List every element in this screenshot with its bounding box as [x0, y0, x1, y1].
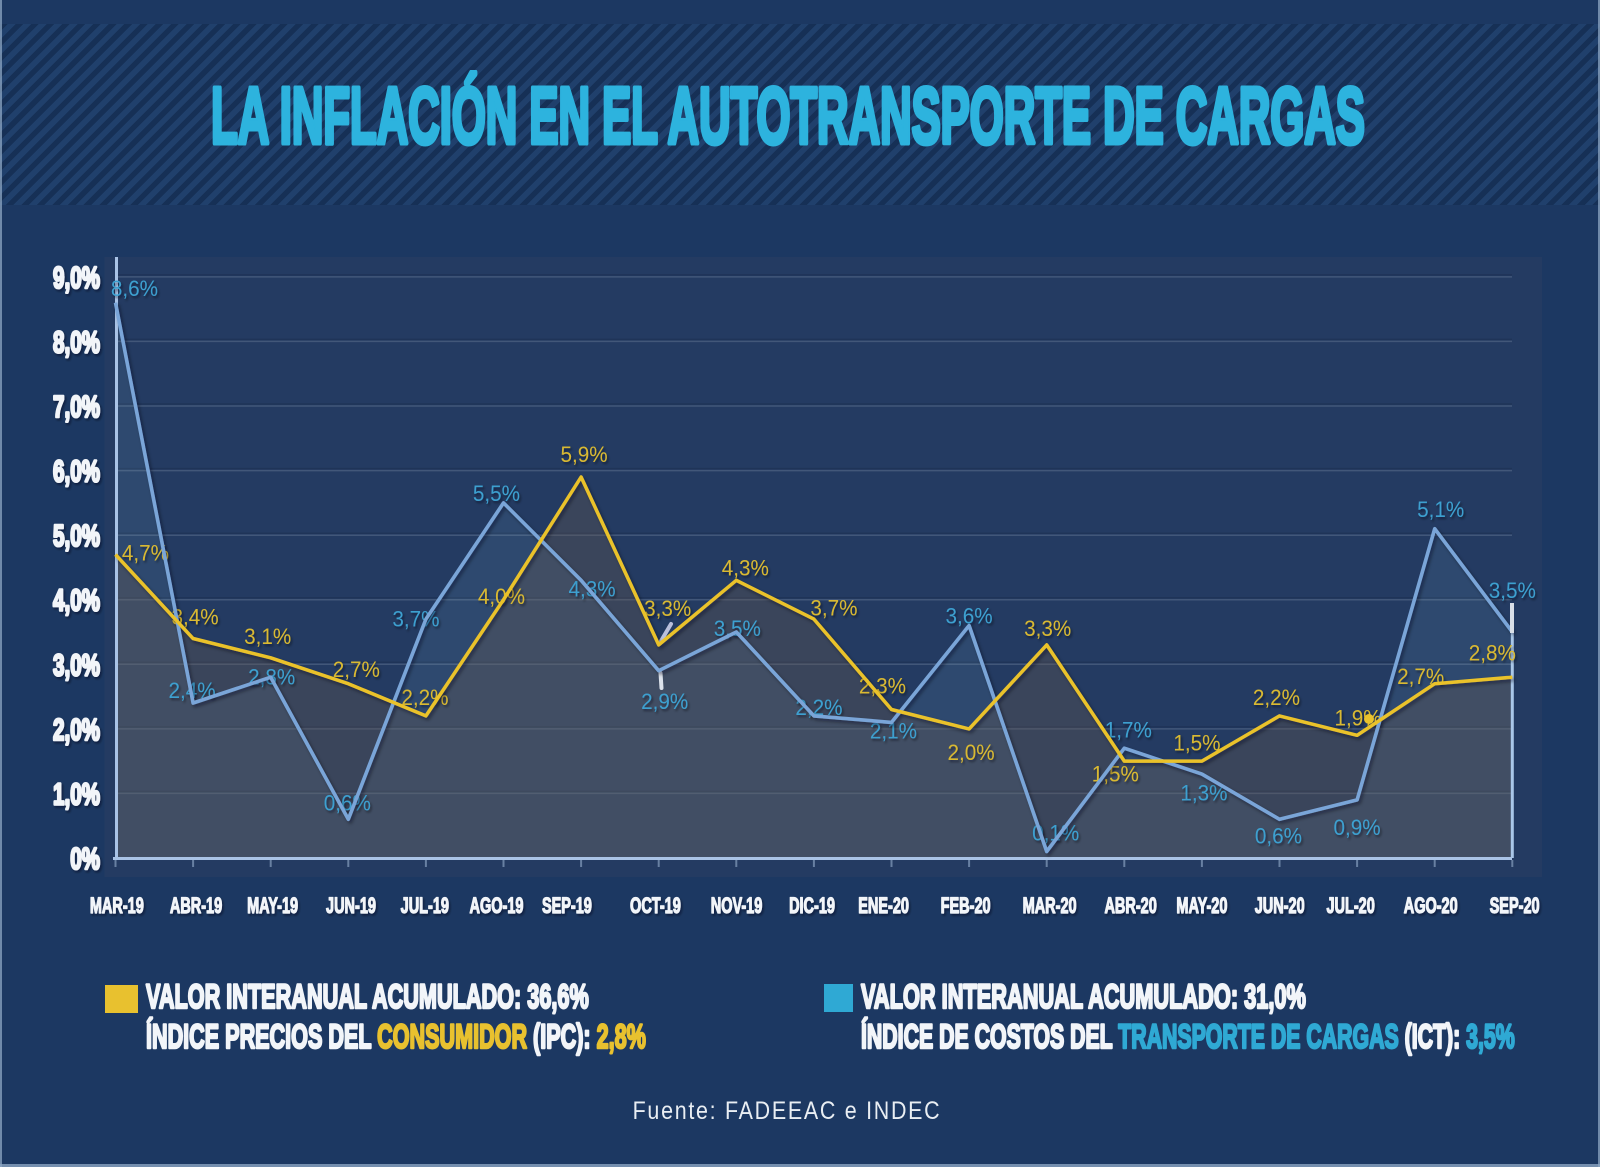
- svg-text:ENE-20: ENE-20: [858, 894, 909, 919]
- svg-text:DIC-19: DIC-19: [789, 894, 835, 919]
- svg-text:JUL-19: JUL-19: [401, 894, 449, 919]
- svg-text:0,6%: 0,6%: [324, 790, 371, 816]
- svg-text:5,0%: 5,0%: [53, 518, 100, 553]
- svg-text:1,5%: 1,5%: [1173, 729, 1220, 755]
- svg-text:VALOR INTERANUAL ACUMULADO: 36: VALOR INTERANUAL ACUMULADO: 36,6%: [146, 978, 589, 1016]
- svg-text:4,3%: 4,3%: [569, 576, 616, 602]
- svg-text:2,0%: 2,0%: [53, 712, 100, 747]
- svg-text:VALOR INTERANUAL ACUMULADO: 31: VALOR INTERANUAL ACUMULADO: 31,0%: [861, 978, 1306, 1016]
- svg-text:3,5%: 3,5%: [714, 615, 761, 641]
- svg-text:LA INFLACIÓN EN EL AUTOTRANSPO: LA INFLACIÓN EN EL AUTOTRANSPORTE DE CAR…: [211, 71, 1365, 160]
- svg-text:ABR-20: ABR-20: [1104, 894, 1156, 919]
- svg-text:FEB-20: FEB-20: [941, 894, 991, 919]
- svg-text:5,9%: 5,9%: [561, 441, 608, 467]
- svg-text:ABR-19: ABR-19: [170, 894, 222, 919]
- svg-text:4,3%: 4,3%: [722, 555, 769, 581]
- svg-text:Fuente: FADEEAC e INDEC: Fuente: FADEEAC e INDEC: [633, 1096, 942, 1124]
- svg-text:2,9%: 2,9%: [641, 688, 688, 714]
- svg-text:MAR-20: MAR-20: [1023, 894, 1077, 919]
- svg-text:1,0%: 1,0%: [53, 776, 100, 811]
- svg-text:OCT-19: OCT-19: [630, 894, 681, 919]
- svg-text:3,5%: 3,5%: [1489, 577, 1536, 603]
- svg-text:SEP-19: SEP-19: [542, 894, 592, 919]
- svg-text:2,0%: 2,0%: [948, 739, 995, 765]
- svg-text:1,9%: 1,9%: [1335, 705, 1382, 731]
- svg-text:9,0%: 9,0%: [53, 260, 100, 295]
- svg-text:MAR-19: MAR-19: [90, 894, 144, 919]
- svg-text:3,3%: 3,3%: [644, 595, 691, 621]
- svg-text:2,2%: 2,2%: [1253, 684, 1300, 710]
- svg-text:JUN-20: JUN-20: [1255, 894, 1305, 919]
- svg-text:2,2%: 2,2%: [401, 684, 448, 710]
- svg-text:2,8%: 2,8%: [1469, 640, 1516, 666]
- svg-text:3,1%: 3,1%: [244, 623, 291, 649]
- svg-text:5,1%: 5,1%: [1417, 496, 1464, 522]
- svg-text:MAY-20: MAY-20: [1176, 894, 1227, 919]
- svg-text:SEP-20: SEP-20: [1490, 894, 1540, 919]
- svg-text:JUN-19: JUN-19: [326, 894, 376, 919]
- svg-text:3,3%: 3,3%: [1024, 615, 1071, 641]
- svg-text:JUL-20: JUL-20: [1326, 894, 1374, 919]
- svg-text:2,3%: 2,3%: [859, 673, 906, 699]
- svg-text:8,0%: 8,0%: [53, 324, 100, 359]
- svg-text:AGO-19: AGO-19: [470, 894, 524, 919]
- svg-text:2,7%: 2,7%: [333, 656, 380, 682]
- svg-text:0,9%: 0,9%: [1334, 814, 1381, 840]
- svg-text:7,0%: 7,0%: [53, 389, 100, 424]
- svg-text:6,0%: 6,0%: [53, 453, 100, 488]
- svg-text:8,6%: 8,6%: [111, 275, 158, 301]
- svg-text:NOV-19: NOV-19: [711, 894, 763, 919]
- svg-text:0%: 0%: [70, 841, 100, 876]
- svg-text:3,7%: 3,7%: [810, 594, 857, 620]
- svg-text:1,7%: 1,7%: [1105, 717, 1152, 743]
- svg-text:ÍNDICE DE COSTOS DEL TRANSPORT: ÍNDICE DE COSTOS DEL TRANSPORTE DE CARGA…: [861, 1018, 1515, 1056]
- svg-text:3,0%: 3,0%: [53, 647, 100, 682]
- svg-text:MAY-19: MAY-19: [247, 894, 298, 919]
- svg-text:4,0%: 4,0%: [53, 582, 100, 617]
- svg-text:ÍNDICE PRECIOS DEL CONSUMIDOR: ÍNDICE PRECIOS DEL CONSUMIDOR (IPC): 2,8…: [146, 1018, 646, 1056]
- svg-text:0,6%: 0,6%: [1255, 823, 1302, 849]
- svg-text:5,5%: 5,5%: [473, 480, 520, 506]
- svg-text:AGO-20: AGO-20: [1404, 894, 1458, 919]
